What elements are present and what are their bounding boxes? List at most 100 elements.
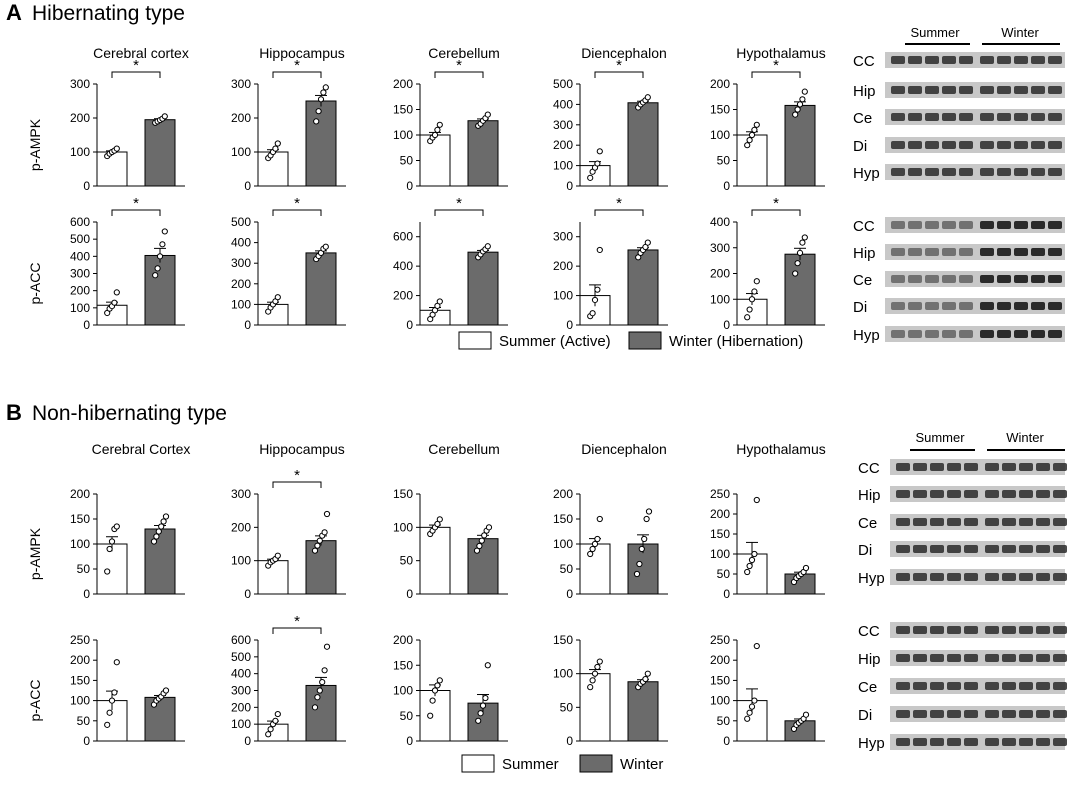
data-point [481, 532, 488, 539]
chart-B-1-3: 0 50 100 150 [553, 633, 668, 748]
blot-band [891, 113, 905, 121]
y-tick-label: 300 [231, 77, 251, 91]
bar-summer [736, 134, 768, 187]
data-point [156, 253, 164, 260]
blot-lane-label: CC [858, 623, 880, 640]
y-tick-label: 400 [710, 215, 730, 229]
legend-swatch-winter [628, 331, 662, 350]
y-tick-label: 100 [553, 667, 573, 681]
sig-star: * [133, 195, 139, 212]
blot-band [964, 545, 978, 553]
blot-band [1002, 626, 1016, 634]
data-point [591, 670, 599, 677]
blot-lane-label: CC [853, 53, 875, 70]
y-tick-label: 200 [70, 111, 90, 125]
data-point [746, 562, 753, 570]
y-tick-label: 0 [406, 587, 413, 601]
blot-band [1053, 518, 1067, 526]
y-tick-label: 200 [710, 77, 730, 91]
blot-lane-label: Ce [858, 679, 877, 696]
sig-star: * [773, 57, 779, 74]
blot-band [1048, 56, 1062, 64]
bar-winter [784, 104, 816, 187]
y-tick-label: 250 [70, 633, 90, 647]
blot-band [925, 168, 939, 176]
bar-winter [784, 253, 816, 326]
blot-band [947, 626, 961, 634]
y-tick-label: 100 [231, 717, 251, 731]
data-point [113, 659, 120, 666]
y-tick-label: 0 [83, 179, 90, 193]
blot-band [1019, 463, 1033, 471]
blot-band [947, 682, 961, 690]
data-point [108, 697, 116, 704]
data-point [644, 239, 651, 246]
y-tick-label: 0 [244, 587, 251, 601]
blot-band [997, 168, 1011, 176]
blot-band [891, 56, 905, 64]
blot-band [896, 682, 910, 690]
sig-star: * [616, 57, 622, 74]
y-tick-label: 200 [70, 487, 90, 501]
blot-band [1053, 463, 1067, 471]
blot-group-winter: Winter [1006, 430, 1044, 445]
blot-band [925, 113, 939, 121]
data-point [113, 289, 120, 296]
data-point [150, 538, 158, 545]
blot-band [1014, 168, 1028, 176]
blot-band [1036, 710, 1050, 718]
sig-bracket [434, 71, 484, 78]
data-point [158, 523, 165, 530]
blot-band [913, 682, 927, 690]
data-point [794, 260, 801, 267]
y-tick-label: 150 [393, 103, 413, 117]
bar-summer [96, 151, 128, 187]
blot-band [959, 275, 973, 283]
blot-band [1019, 545, 1033, 553]
blot-band [985, 490, 999, 498]
chart-A-0-0: 0 100 200 300 * [70, 57, 185, 193]
y-tick-label: 0 [83, 587, 90, 601]
data-point [272, 717, 279, 724]
blot-band [913, 490, 927, 498]
data-point [265, 731, 272, 738]
chart-B-1-2: 0 50 100 150 200 [393, 633, 508, 748]
blot-band [1036, 490, 1050, 498]
blot-band [980, 275, 994, 283]
y-tick-label: 0 [566, 318, 573, 332]
sig-bracket [111, 209, 161, 216]
blot-band [930, 573, 944, 581]
y-tick-label: 200 [231, 520, 251, 534]
blot-band [980, 168, 994, 176]
blot-band [908, 302, 922, 310]
blot-band [1019, 626, 1033, 634]
data-point [475, 717, 482, 724]
blot-lane-label: Di [853, 299, 867, 316]
blot-band [964, 626, 978, 634]
blot-band [925, 248, 939, 256]
blot-band [997, 56, 1011, 64]
blot-band [896, 490, 910, 498]
data-point [746, 306, 753, 313]
y-tick-label: 200 [553, 138, 573, 152]
y-tick-label: 50 [77, 714, 91, 728]
data-point [321, 529, 328, 536]
data-point [796, 101, 804, 108]
y-tick-label: 500 [553, 77, 573, 91]
data-point [434, 520, 441, 528]
y-tick-label: 0 [83, 734, 90, 748]
data-point [322, 84, 329, 91]
chart-A-0-2: 0 50 100 150 200 * [393, 57, 508, 193]
blot-band [959, 86, 973, 94]
sig-bracket [272, 209, 322, 216]
blot-band [1031, 113, 1045, 121]
data-point [436, 298, 443, 305]
blot-band [1031, 221, 1045, 229]
y-tick-label: 150 [70, 673, 90, 687]
blot-lane-label: Hyp [853, 327, 880, 344]
sig-bracket [272, 627, 322, 634]
blot-band [959, 221, 973, 229]
y-tick-label: 0 [406, 734, 413, 748]
chart-B-1-0: 0 50 100 150 200 250 [70, 633, 185, 748]
data-point [633, 570, 641, 578]
